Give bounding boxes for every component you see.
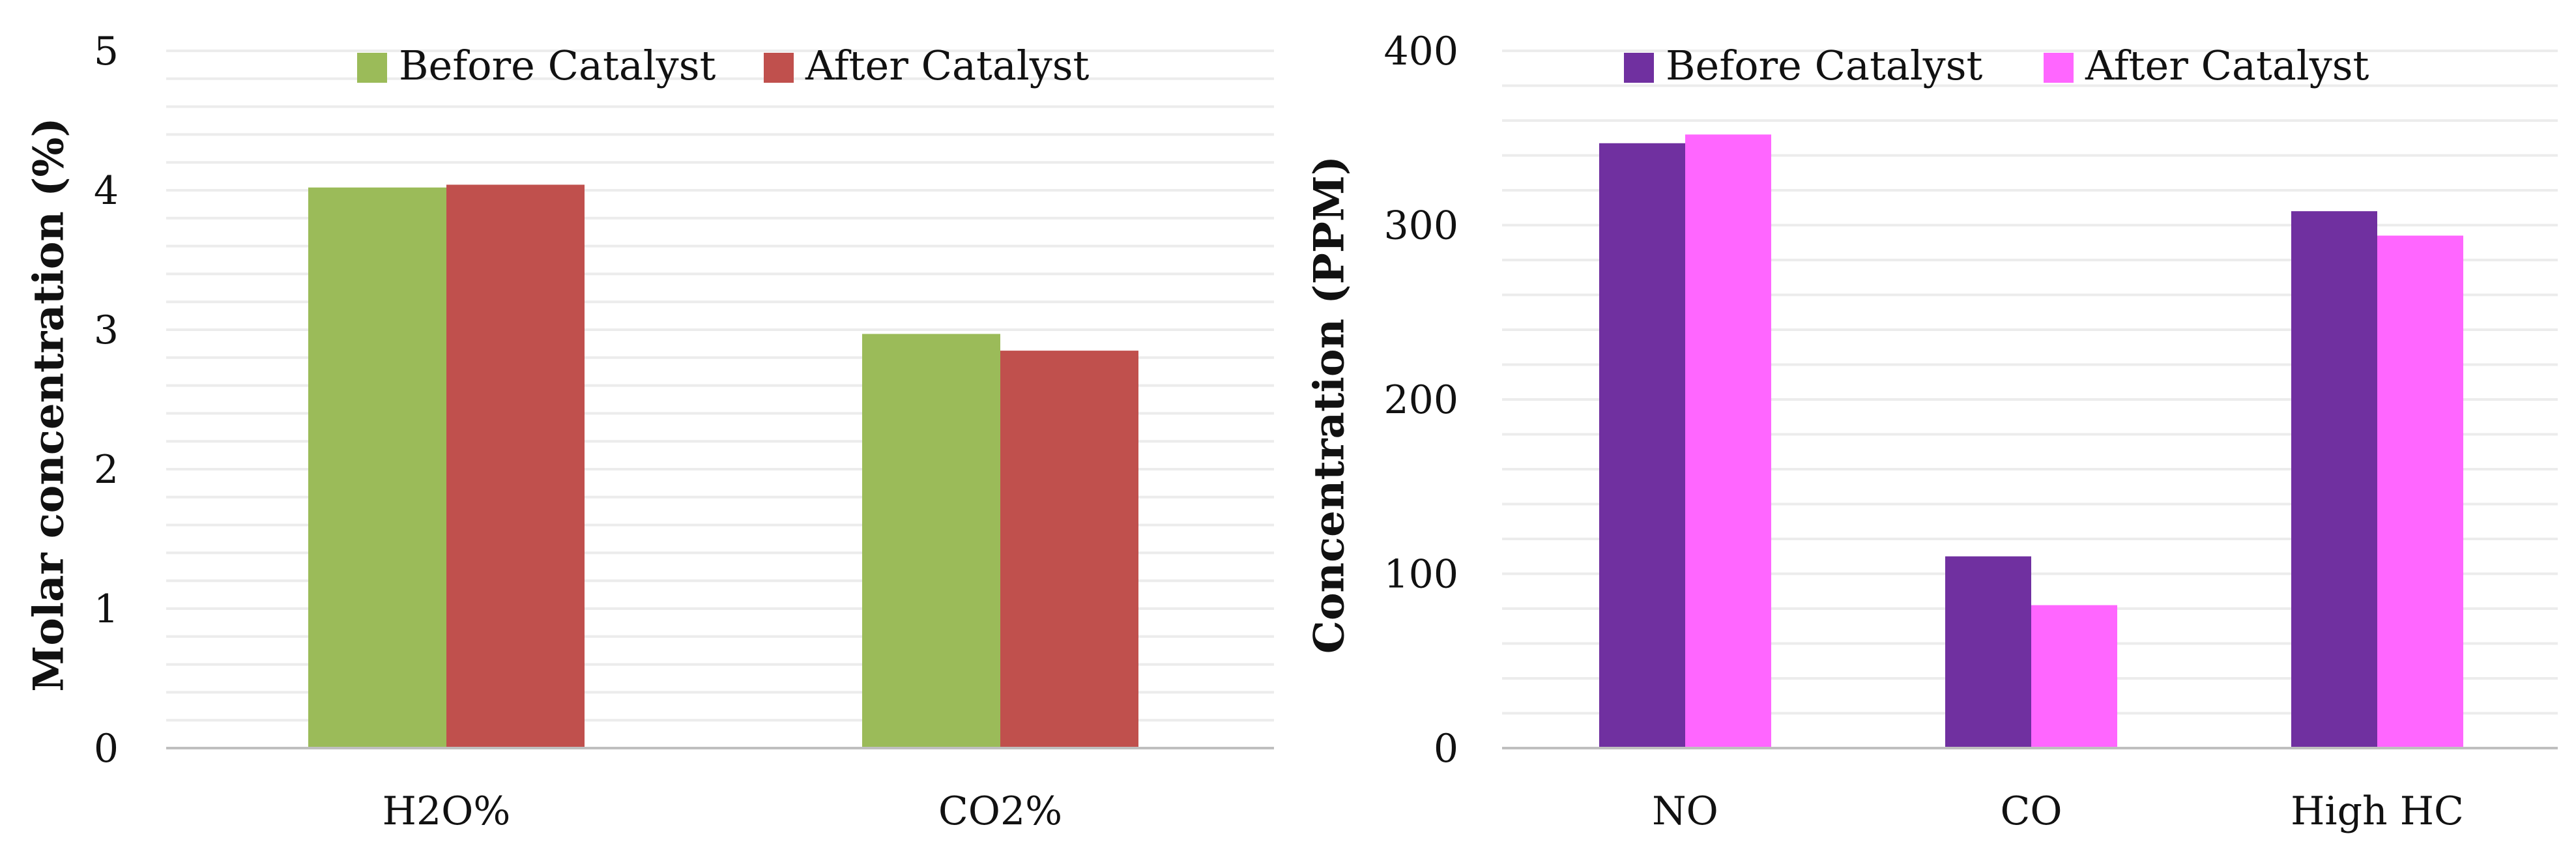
y-tick-label: 4 [94, 168, 119, 214]
y-axis-title: Molar concentration (%) [25, 117, 74, 691]
bar-co-after-catalyst [2031, 605, 2117, 748]
y-tick-label: 0 [1434, 726, 1458, 772]
x-axis-categories: H2O% CO2% [383, 788, 1063, 834]
x-category-label: NO [1652, 788, 1718, 834]
x-axis-categories: NO CO High HC [1652, 788, 2464, 834]
y-tick-label: 100 [1383, 552, 1458, 598]
bar-no-before-catalyst [1599, 143, 1685, 748]
legend: Before Catalyst After Catalyst [1624, 42, 2369, 89]
y-tick-label: 2 [94, 447, 119, 493]
legend-swatch-after-catalyst [2044, 53, 2074, 83]
y-axis-ticks: 0 100 200 300 400 [1383, 29, 1458, 772]
y-tick-label: 200 [1383, 377, 1458, 423]
bar-high-hc-before-catalyst [2291, 211, 2377, 749]
bar-h2o-after-catalyst [446, 184, 585, 748]
bar-high-hc-after-catalyst [2377, 235, 2463, 748]
x-category-label: CO [2000, 788, 2062, 834]
y-tick-label: 0 [94, 726, 119, 772]
bars [1599, 134, 2463, 749]
y-tick-label: 300 [1383, 203, 1458, 249]
legend-label-before-catalyst: Before Catalyst [399, 42, 716, 89]
bar-co-before-catalyst [1945, 556, 2031, 748]
x-category-label: H2O% [383, 788, 511, 834]
bar-co2-after-catalyst [1000, 351, 1138, 748]
bar-h2o-before-catalyst [308, 187, 446, 749]
y-axis-title: Concentration (PPM) [1305, 156, 1354, 654]
legend-swatch-before-catalyst [1624, 53, 1654, 83]
bars [308, 184, 1138, 749]
legend-swatch-before-catalyst [357, 53, 387, 83]
bar-co2-before-catalyst [862, 334, 1000, 748]
x-category-label: High HC [2291, 788, 2464, 834]
y-tick-label: 1 [94, 586, 119, 632]
y-axis-ticks: 0 1 2 3 4 5 [94, 29, 119, 772]
ppm-concentration-chart: 0 100 200 300 400 NO CO High HC Concentr… [1305, 29, 2558, 834]
y-tick-label: 400 [1383, 29, 1458, 74]
bar-no-after-catalyst [1685, 134, 1771, 748]
y-tick-label: 3 [94, 308, 119, 353]
legend-label-after-catalyst: After Catalyst [805, 42, 1090, 89]
legend-label-before-catalyst: Before Catalyst [1666, 42, 1983, 89]
x-category-label: CO2% [938, 788, 1062, 834]
legend-swatch-after-catalyst [764, 53, 794, 83]
y-tick-label: 5 [94, 29, 119, 74]
molar-concentration-chart: 0 1 2 3 4 5 H2O% CO2% Molar concentratio… [25, 29, 1274, 834]
legend-label-after-catalyst: After Catalyst [2085, 42, 2369, 89]
legend: Before Catalyst After Catalyst [357, 42, 1090, 89]
